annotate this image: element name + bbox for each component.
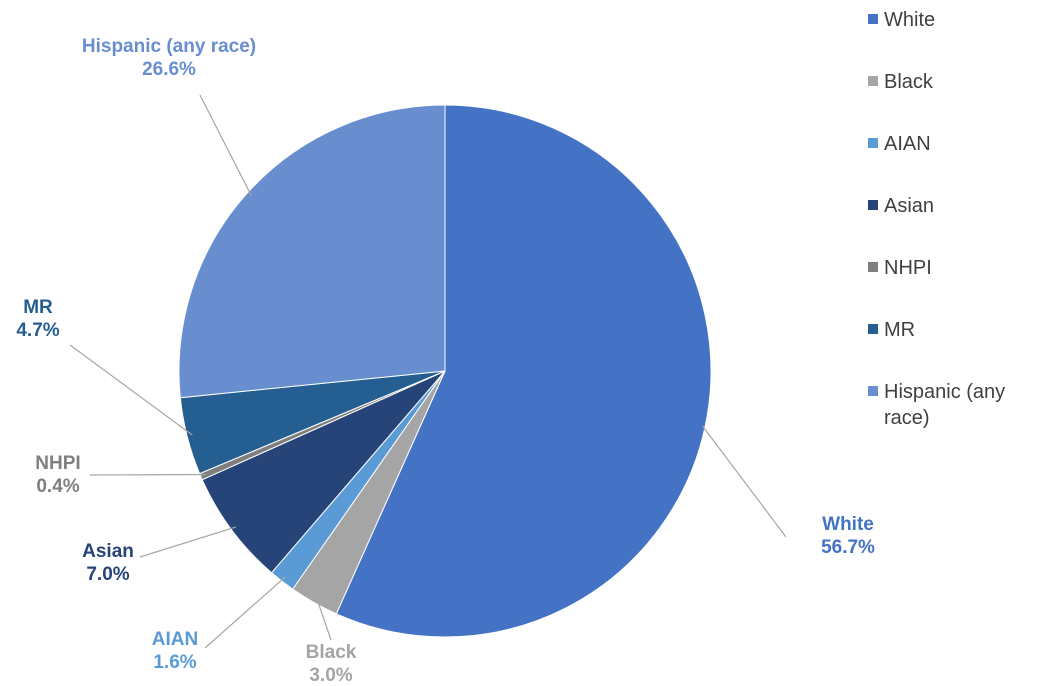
leader-line-asian (139, 526, 237, 558)
slice-white (335, 104, 712, 638)
leader-line-white (702, 425, 787, 538)
legend-swatch-nhpi (868, 262, 878, 272)
data-label-black: Black 3.0% (306, 642, 357, 686)
legend-item-black: Black (868, 71, 934, 93)
legend-item-white: White (868, 9, 935, 31)
data-label-aian: AIAN 1.6% (152, 629, 198, 673)
slice-hispanic-any-race (178, 104, 446, 399)
leader-line-hispanic-any-race (199, 94, 253, 197)
legend-swatch-aian (868, 138, 878, 148)
legend-item-mr: MR (868, 319, 915, 341)
data-labels: White 56.7% Black 3.0% AIAN 1.6% Asian 7.0%NHPI… (16, 36, 875, 686)
leader-line-black (316, 597, 332, 641)
data-label-mr: MR 4.7% (16, 297, 59, 341)
legend: White Black AIAN Asian NHPI MR Hispanic (any ra… (868, 9, 1005, 429)
leader-line-nhpi (89, 473, 206, 476)
data-label-white: White 56.7% (821, 514, 875, 558)
data-label-hispanic-any-race: Hispanic (any race) 26.6% (82, 36, 256, 80)
legend-item-asian: Asian (868, 195, 934, 217)
slice-asian (201, 370, 446, 574)
leader-line-aian (204, 576, 286, 649)
legend-swatch-black (868, 76, 878, 86)
data-label-nhpi: NHPI 0.4% (35, 453, 80, 497)
legend-item-hispanic-any-race: Hispanic (any race) (868, 381, 1005, 429)
legend-swatch-mr (868, 324, 878, 334)
data-label-asian: Asian 7.0% (82, 541, 134, 585)
legend-label-mr: MR (884, 319, 915, 341)
legend-label-aian: AIAN (884, 133, 931, 155)
pie-slices (178, 104, 712, 638)
leader-line-mr (69, 344, 193, 436)
leader-lines (69, 94, 787, 649)
legend-swatch-white (868, 14, 878, 24)
legend-swatch-hispanic-any-race (868, 386, 878, 396)
legend-item-nhpi: NHPI (868, 257, 932, 279)
legend-label-asian: Asian (884, 195, 934, 217)
legend-label-black: Black (884, 71, 934, 93)
legend-label-white: White (884, 9, 935, 31)
legend-label-hispanic-any-race: Hispanic (any race) (884, 381, 1005, 429)
legend-label-nhpi: NHPI (884, 257, 932, 279)
legend-swatch-asian (868, 200, 878, 210)
legend-item-aian: AIAN (868, 133, 931, 155)
